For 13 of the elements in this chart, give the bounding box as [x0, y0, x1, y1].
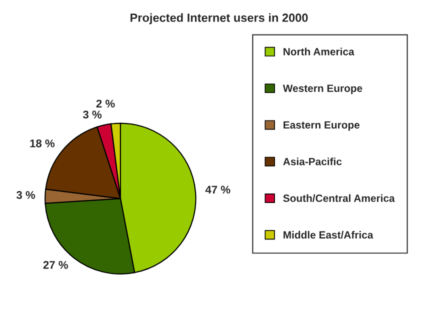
legend-label: Asia-Pacific [283, 158, 342, 166]
legend-label: Middle East/Africa [284, 230, 374, 239]
data-label: 27 % [43, 260, 68, 269]
data-label: 3 % [16, 191, 36, 199]
data-label: 47 % [205, 186, 230, 194]
legend-label: Eastern Europe [284, 121, 360, 131]
legend-label: North America [284, 48, 354, 56]
legend-label: South/Central America [283, 194, 395, 202]
legend-label: Western Europe [282, 84, 362, 94]
data-label: 3 % [82, 110, 102, 119]
data-label: 18 % [30, 139, 55, 148]
chart-title: Projected Internet users in 2000 [130, 13, 308, 24]
data-label: 2 % [96, 100, 115, 108]
